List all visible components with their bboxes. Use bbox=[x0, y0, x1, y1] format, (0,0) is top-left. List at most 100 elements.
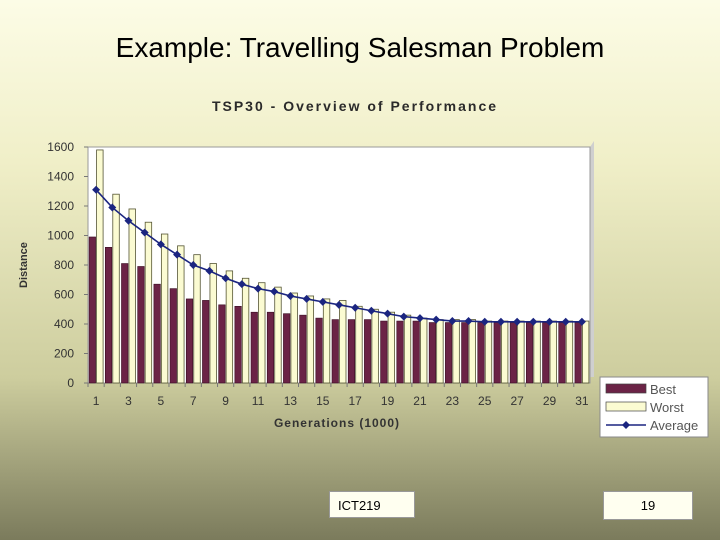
bar-best bbox=[202, 300, 210, 384]
average-point bbox=[318, 297, 327, 306]
average-point bbox=[156, 240, 165, 249]
bar-worst bbox=[403, 314, 412, 384]
x-tick-label: 11 bbox=[252, 394, 265, 408]
x-tick-label: 3 bbox=[125, 394, 132, 408]
y-tick-label: 400 bbox=[54, 317, 74, 331]
x-tick-label: 23 bbox=[446, 394, 460, 408]
bar-best bbox=[347, 319, 355, 384]
bar-best bbox=[234, 305, 242, 384]
bar-worst bbox=[290, 292, 298, 384]
average-point bbox=[270, 287, 279, 296]
y-tick-label: 1600 bbox=[47, 140, 74, 154]
x-tick-label: 5 bbox=[158, 394, 165, 408]
y-tick-label: 1400 bbox=[47, 170, 74, 184]
average-point bbox=[92, 185, 101, 194]
x-tick-label: 25 bbox=[478, 394, 492, 408]
bar-best bbox=[558, 322, 566, 384]
y-tick-label: 1000 bbox=[47, 229, 74, 243]
bar-best bbox=[364, 319, 372, 384]
bar-best bbox=[509, 322, 517, 384]
average-point bbox=[399, 312, 408, 321]
bar-best bbox=[493, 322, 501, 384]
bar-best bbox=[121, 263, 129, 384]
bar-best bbox=[574, 322, 582, 384]
average-point bbox=[124, 216, 133, 225]
slide-title: Example: Travelling Salesman Problem bbox=[115, 32, 605, 63]
bar-best bbox=[88, 236, 96, 384]
bar-best bbox=[331, 319, 339, 384]
bar-worst bbox=[177, 245, 185, 384]
x-tick-label: 21 bbox=[413, 394, 427, 408]
x-tick-label: 9 bbox=[222, 394, 229, 408]
bar-worst bbox=[468, 319, 476, 384]
bar-worst bbox=[533, 320, 541, 384]
x-tick-label: 15 bbox=[316, 394, 330, 408]
y-tick-label: 1200 bbox=[47, 199, 74, 213]
bar-best bbox=[185, 298, 194, 384]
average-point bbox=[464, 317, 473, 326]
bar-worst bbox=[549, 320, 557, 384]
bar-worst bbox=[96, 149, 104, 384]
bar-worst bbox=[306, 295, 315, 384]
x-tick-label: 1 bbox=[93, 394, 100, 408]
footer-page-number: 19 bbox=[603, 491, 693, 520]
bar-worst bbox=[387, 311, 395, 384]
average-point bbox=[108, 203, 117, 212]
bar-worst bbox=[339, 299, 347, 384]
chart-title: TSP30 - Overview of Performance bbox=[212, 98, 498, 114]
y-tick-label: 0 bbox=[67, 376, 74, 390]
average-point bbox=[302, 294, 311, 303]
bar-worst bbox=[420, 317, 428, 384]
x-tick-label: 17 bbox=[349, 394, 363, 408]
legend-item-worst-label: Worst bbox=[650, 400, 684, 415]
bar-worst bbox=[128, 208, 136, 384]
average-point bbox=[367, 306, 376, 315]
bar-best bbox=[526, 322, 534, 384]
average-point bbox=[254, 284, 263, 293]
legend-item-worst-swatch bbox=[605, 401, 647, 412]
footer-course-code: ICT219 bbox=[329, 491, 415, 518]
bar-best bbox=[153, 283, 161, 384]
average-point bbox=[561, 317, 570, 326]
x-tick-label: 27 bbox=[510, 394, 524, 408]
bar-worst bbox=[209, 263, 217, 384]
x-tick-label: 7 bbox=[190, 394, 197, 408]
bar-best bbox=[250, 311, 258, 384]
bar-worst bbox=[258, 282, 266, 384]
average-point bbox=[205, 266, 214, 275]
average-point bbox=[432, 315, 441, 324]
average-point bbox=[173, 250, 182, 259]
bar-best bbox=[169, 288, 177, 384]
x-tick-label: 19 bbox=[381, 394, 395, 408]
legend-item-best-label: Best bbox=[650, 382, 676, 397]
average-point bbox=[383, 309, 392, 318]
bar-best bbox=[283, 313, 291, 384]
average-point bbox=[415, 314, 424, 323]
average-point bbox=[189, 261, 198, 269]
average-point bbox=[286, 291, 295, 300]
bar-worst bbox=[565, 320, 574, 384]
bar-best bbox=[396, 320, 404, 384]
x-tick-label: 29 bbox=[543, 394, 557, 408]
bar-worst bbox=[371, 308, 379, 384]
bar-worst bbox=[582, 320, 590, 384]
y-tick-label: 200 bbox=[54, 347, 74, 361]
average-point bbox=[529, 317, 538, 326]
y-axis-label: Distance bbox=[18, 242, 30, 288]
bar-best bbox=[104, 247, 113, 384]
bar-worst bbox=[112, 193, 120, 384]
bar-worst bbox=[160, 233, 169, 384]
bar-worst bbox=[452, 319, 460, 384]
bar-worst bbox=[144, 221, 153, 384]
average-point bbox=[140, 228, 149, 237]
x-tick-label: 13 bbox=[284, 394, 298, 408]
bar-best bbox=[380, 320, 388, 384]
bar-best bbox=[137, 266, 145, 384]
average-point bbox=[496, 317, 505, 326]
y-tick-label: 800 bbox=[54, 258, 74, 272]
bar-worst bbox=[241, 277, 250, 384]
bar-worst bbox=[225, 270, 234, 384]
average-point bbox=[577, 317, 586, 326]
bar-best bbox=[477, 322, 485, 384]
bar-worst bbox=[193, 254, 201, 384]
